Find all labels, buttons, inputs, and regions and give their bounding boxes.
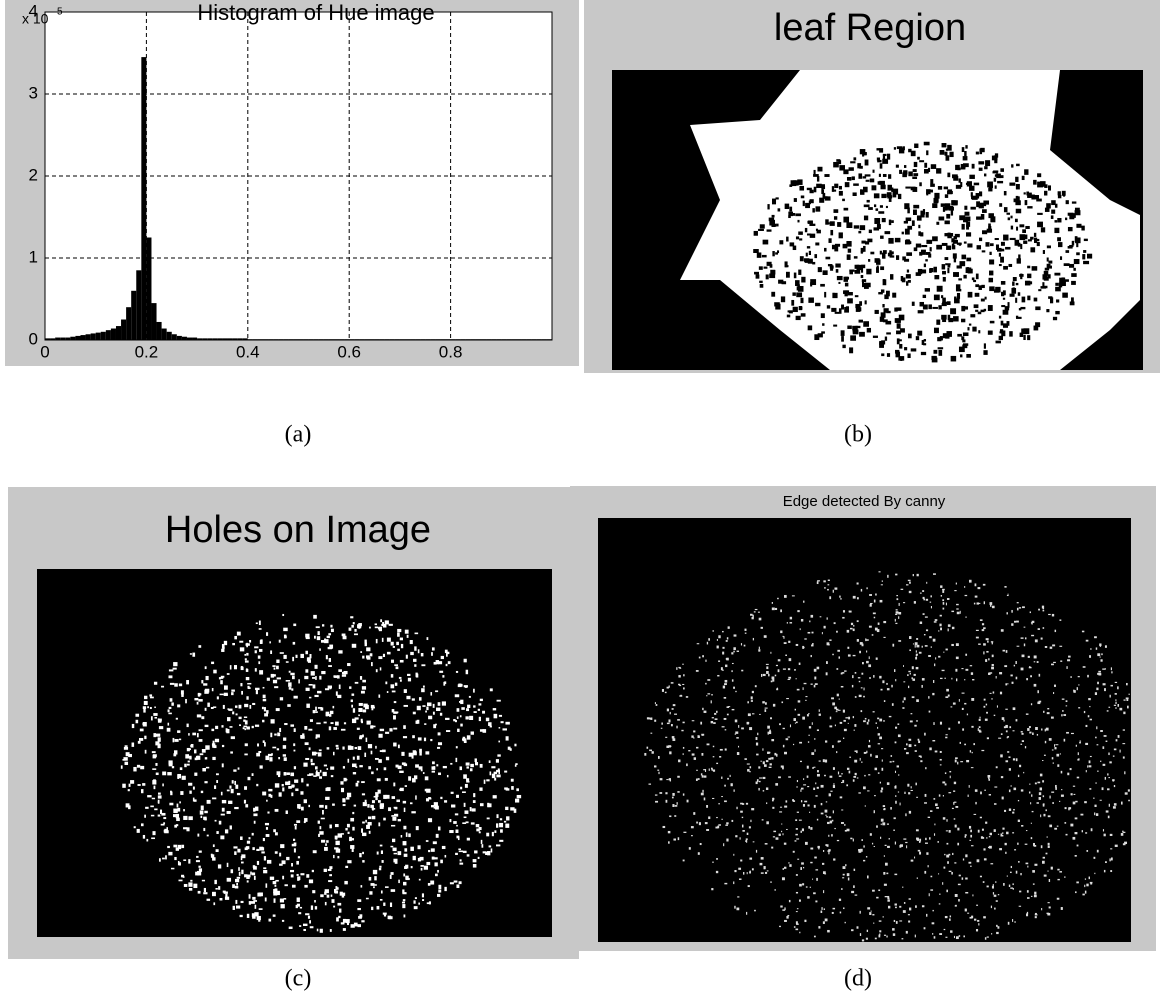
x-tick-label: 0.8 [439,342,463,361]
bar [86,334,91,340]
panel-title: leaf Region [774,7,966,49]
x-tick-label: 0.4 [236,342,260,361]
bar [116,326,121,340]
bar [131,291,136,340]
y-tick-label: 4 [29,1,38,20]
bar [96,333,101,340]
bar [157,322,162,340]
bar [136,270,141,340]
bar [91,333,96,340]
caption: (c) [285,966,312,992]
x-tick-label: 0.2 [135,342,159,361]
bar [126,307,131,340]
x-tick-label: 0.6 [337,342,361,361]
y-tick-label: 0 [29,329,38,348]
bar [167,332,172,340]
bar [75,336,80,340]
bar [141,57,146,340]
bar [80,335,85,340]
panel-title: Edge detected By canny [783,493,946,510]
caption: (d) [844,966,872,992]
caption: (a) [285,422,312,448]
bar [111,329,116,340]
y-tick-label: 3 [29,83,38,102]
y-tick-label: 2 [29,165,38,184]
bar [177,336,182,340]
bar [101,332,106,340]
bar [121,320,126,341]
x-tick-label: 0 [40,342,49,361]
y-tick-label: 1 [29,247,38,266]
caption: (b) [844,422,872,448]
figure: Histogram of Hue image x 10 5 leaf Regio… [0,0,1160,998]
bar [146,238,151,341]
bar [106,330,111,340]
panel-title: Holes on Image [165,509,431,551]
edge-image [598,518,1131,942]
bar [151,303,156,340]
bar [162,329,167,340]
bar [172,334,177,340]
